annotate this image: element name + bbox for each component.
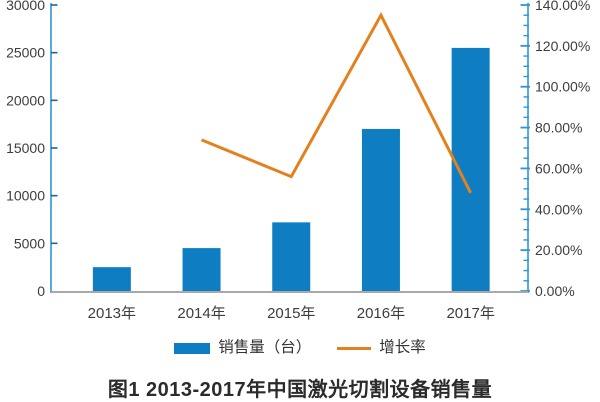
right-axis-tick-label: 140.00%	[535, 0, 590, 13]
left-axis-tick-label: 20000	[6, 92, 45, 108]
right-axis-tick-label: 60.00%	[535, 160, 582, 176]
bar-2013年	[92, 267, 131, 292]
left-axis-tick-label: 30000	[6, 0, 45, 13]
bar-2015年	[272, 222, 311, 292]
left-axis-tick-label: 10000	[6, 188, 45, 204]
growth-rate-line	[200, 12, 472, 194]
x-axis-label: 2014年	[177, 305, 225, 322]
legend-item-growth: 增长率	[337, 340, 426, 356]
bar-2017年	[451, 47, 490, 293]
growth-legend-label: 增长率	[379, 339, 426, 357]
figure-caption: 图1 2013-2017年中国激光切割设备销售量	[107, 379, 493, 401]
chart-legend: 销售量（台） 增长率	[0, 338, 600, 358]
combo-chart: 0 5000 10000 15000 20000 25000 30000 0.00% 20.00…	[6, 0, 590, 322]
left-axis-tick-label: 5000	[14, 235, 45, 251]
sales-bar-swatch	[174, 342, 211, 354]
x-axis-label: 2013年	[88, 305, 136, 322]
x-axis-label: 2015年	[267, 305, 315, 322]
x-axis-label: 2016年	[357, 305, 405, 322]
bar-2014年	[182, 248, 221, 292]
right-axis-tick-label: 100.00%	[535, 79, 590, 95]
bar-2016年	[361, 128, 400, 292]
left-axis-tick-label: 0	[37, 283, 45, 299]
right-axis-tick-label: 40.00%	[535, 201, 582, 217]
right-axis-tick-label: 80.00%	[535, 120, 582, 136]
left-axis-tick-label: 25000	[6, 45, 45, 61]
x-axis-label: 2017年	[446, 305, 494, 322]
right-axis-tick-label: 20.00%	[535, 242, 582, 258]
legend-item-sales: 销售量（台）	[174, 340, 311, 356]
left-axis-tick-label: 15000	[6, 140, 45, 156]
sales-legend-label: 销售量（台）	[218, 339, 312, 357]
right-axis-tick-label: 0.00%	[535, 283, 575, 299]
right-axis-tick-label: 120.00%	[535, 38, 590, 54]
growth-line-swatch	[337, 346, 372, 350]
